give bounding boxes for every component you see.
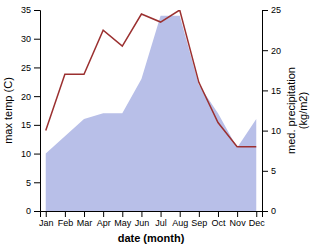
tick-label: 5 [26, 178, 31, 188]
tick-label: 5 [271, 166, 276, 176]
tick: Jun [135, 211, 150, 228]
tick-mark [34, 39, 40, 40]
tick: Apr [97, 211, 111, 228]
tick-mark [262, 171, 268, 172]
tick-label: 15 [21, 120, 31, 130]
tick-mark [141, 211, 142, 217]
y-axis-title: max temp (C) [2, 77, 14, 144]
tick-label: Dec [249, 218, 266, 228]
tick-label: Mar [77, 218, 93, 228]
tick: 10 [262, 126, 281, 136]
tick-label: Oct [211, 218, 226, 228]
marks [46, 10, 257, 211]
tick: Jul [155, 211, 167, 228]
tick: 20 [21, 92, 40, 102]
tick-mark [218, 211, 219, 217]
tick: 0 [26, 206, 40, 216]
tick-label: 10 [21, 149, 31, 159]
tick-label: Apr [97, 218, 111, 228]
tick-label: Aug [172, 218, 188, 228]
tick: 35 [21, 5, 40, 15]
tick-mark [34, 154, 40, 155]
axis-domain [34, 11, 41, 212]
tick: 5 [26, 178, 40, 188]
tick-mark [262, 211, 268, 212]
tick: Oct [211, 211, 226, 228]
tick-mark [262, 90, 268, 91]
tick-mark [103, 211, 104, 217]
tick-mark [161, 211, 162, 217]
tick-mark [256, 211, 257, 217]
tick-mark [180, 211, 181, 217]
y2-axis-title: med. precipitation(kg/m2) [285, 67, 309, 154]
tick-label: 35 [21, 5, 31, 15]
tick-label: Jun [135, 218, 150, 228]
tick-label: 30 [21, 34, 31, 44]
tick-label: 20 [271, 46, 281, 56]
tick-mark [262, 131, 268, 132]
area [46, 16, 257, 211]
tick: Aug [172, 211, 188, 228]
tick-label: Jul [155, 218, 167, 228]
tick-mark [65, 211, 66, 217]
tick-mark [34, 182, 40, 183]
tick-label: 10 [271, 126, 281, 136]
tick-label: 15 [271, 86, 281, 96]
tick-mark [34, 96, 40, 97]
tick-mark [122, 211, 123, 217]
axis-domain [41, 212, 263, 218]
tick: 30 [21, 34, 40, 44]
tick-label: 25 [271, 5, 281, 15]
tick: Dec [249, 211, 266, 228]
tick-label: Nov [230, 218, 247, 228]
tick-mark [84, 211, 85, 217]
tick-mark [199, 211, 200, 217]
tick: 5 [262, 166, 276, 176]
tick-label: 25 [21, 63, 31, 73]
y-axis: 0 5 10 15 20 25 30 35 [21, 5, 41, 216]
tick-mark [34, 211, 40, 212]
tick-label: Jan [39, 218, 54, 228]
chart: Jan FebMar AprMayJun Jul AugSep Oct NovDec 0 5 10… [0, 0, 318, 247]
tick: 25 [262, 5, 281, 15]
tick: Nov [230, 211, 247, 228]
tick-label: May [114, 218, 132, 228]
y2-axis: 0 5 10 15 20 25 [262, 5, 281, 216]
tick: 15 [21, 120, 40, 130]
tick-mark [46, 211, 47, 217]
tick: Mar [77, 211, 93, 228]
tick-mark [262, 10, 268, 11]
tick-mark [262, 50, 268, 51]
tick: 20 [262, 46, 281, 56]
x-axis-title: date (month) [118, 232, 185, 244]
plot: Jan FebMar AprMayJun Jul AugSep Oct NovDec 0 5 10… [21, 5, 281, 228]
tick-label: Sep [191, 218, 207, 228]
axis-domain [263, 11, 269, 212]
tick-mark [34, 125, 40, 126]
tick: May [114, 211, 132, 228]
tick: Jan [39, 211, 54, 228]
tick-label: Feb [58, 218, 74, 228]
line [46, 10, 257, 147]
tick-label: 20 [21, 92, 31, 102]
tick: Feb [58, 211, 74, 228]
tick: 25 [21, 63, 40, 73]
tick-label: 0 [26, 206, 31, 216]
tick: Sep [191, 211, 207, 228]
tick-label: 0 [271, 206, 276, 216]
tick-mark [237, 211, 238, 217]
tick: 0 [262, 206, 276, 216]
x-axis: Jan FebMar AprMayJun Jul AugSep Oct NovDec [39, 211, 265, 228]
tick: 15 [262, 86, 281, 96]
tick-mark [34, 67, 40, 68]
tick-mark [34, 10, 40, 11]
tick: 10 [21, 149, 40, 159]
